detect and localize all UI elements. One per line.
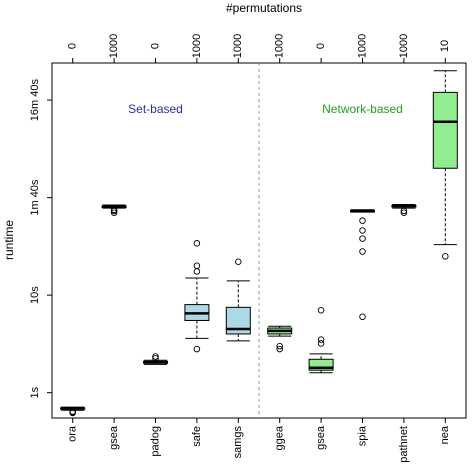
y-tick-label-0: 1s (29, 386, 41, 398)
outlier-point-0 (235, 258, 242, 265)
category-label-7: spia (356, 425, 368, 446)
x-axis-bottom: ora gsea padog safe samgs ggea gsea spia pathnet… (67, 418, 451, 463)
y-tick-label-3: 16m 40s (29, 78, 41, 121)
x-axis-top: 0 1000 0 1000 1000 1000 0 1000 1000 10 (67, 34, 451, 63)
top-tick-label-3: 1000 (191, 34, 203, 58)
box-padog-2 (142, 353, 169, 365)
outlier-point-1 (317, 336, 325, 343)
top-tick-label-8: 1000 (398, 34, 410, 58)
outlier-point-1 (152, 353, 159, 360)
outlier-point-0 (317, 340, 325, 347)
box-pathnet-8 (391, 203, 417, 216)
top-tick-label-4: 1000 (232, 34, 244, 58)
box-samgs-4 (225, 258, 251, 342)
outlier-point-0 (442, 253, 449, 260)
outlier-point-0 (152, 355, 159, 362)
group-labels: Set-based Network-based (128, 102, 403, 116)
outlier-point-1 (359, 248, 366, 255)
group-label-set-based: Set-based (128, 102, 183, 116)
category-label-5: ggea (274, 425, 286, 450)
outlier-point-0 (110, 209, 118, 216)
top-tick-label-6: 0 (315, 43, 327, 49)
outlier-point-3 (359, 227, 366, 234)
outlier-point-1 (193, 268, 201, 275)
category-label-1: gsea (108, 425, 120, 450)
group-label-network-based: Network-based (322, 102, 403, 116)
category-label-2: padog (149, 426, 161, 457)
outlier-point-0 (359, 313, 366, 321)
y-axis-title: runtime (2, 220, 16, 260)
y-tick-label-1: 10s (29, 286, 41, 304)
box-gsea-1 (101, 204, 127, 216)
outlier-point-0 (276, 345, 283, 353)
box-safe-3 (184, 240, 210, 353)
outlier-point-0 (400, 209, 408, 216)
box-ggea-5 (267, 325, 293, 353)
outlier-point-1 (276, 342, 283, 350)
x-axis-top-title: #permutations (226, 1, 302, 15)
category-label-0: ora (67, 425, 79, 442)
top-tick-label-9: 10 (439, 40, 451, 52)
box-series (60, 70, 458, 417)
box-spia-7 (349, 209, 376, 321)
box-nea-9 (432, 70, 458, 260)
top-tick-label-1: 1000 (108, 34, 120, 58)
outlier-point-2 (110, 206, 118, 214)
outlier-point-1 (400, 207, 408, 215)
outlier-point-2 (359, 235, 366, 242)
box-gsea-6 (308, 307, 334, 374)
outlier-point-2 (317, 307, 325, 314)
category-label-8: pathnet (398, 426, 410, 463)
category-label-3: safe (191, 426, 203, 447)
top-tick-label-5: 1000 (274, 34, 286, 58)
outlier-point-3 (193, 240, 201, 247)
category-label-4: samgs (232, 426, 244, 459)
box-body (432, 91, 458, 169)
y-tick-label-2: 1m 40s (29, 179, 41, 216)
box-ora-0 (60, 406, 86, 417)
outlier-point-2 (193, 262, 201, 270)
category-label-6: gsea (315, 425, 327, 450)
top-tick-label-2: 0 (149, 43, 161, 49)
box-body (308, 358, 334, 371)
top-tick-label-0: 0 (67, 43, 79, 49)
outlier-point-0 (193, 345, 201, 353)
category-label-9: nea (439, 425, 451, 444)
y-axis: 1s 10s 1m 40s 16m 40s (29, 78, 52, 398)
outlier-point-2 (69, 408, 76, 415)
outlier-point-4 (359, 217, 366, 224)
top-tick-label-7: 1000 (356, 34, 368, 58)
